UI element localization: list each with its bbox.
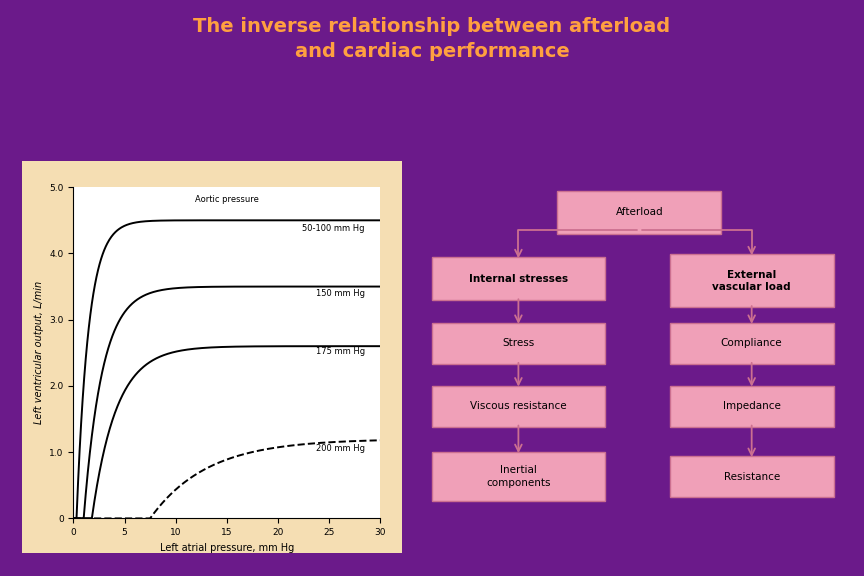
Text: Aortic pressure: Aortic pressure (195, 195, 258, 204)
Text: 50-100 mm Hg: 50-100 mm Hg (302, 223, 365, 233)
Text: Viscous resistance: Viscous resistance (470, 401, 567, 411)
FancyBboxPatch shape (670, 456, 834, 497)
Text: 200 mm Hg: 200 mm Hg (316, 444, 365, 453)
FancyBboxPatch shape (432, 257, 605, 300)
FancyBboxPatch shape (670, 385, 834, 427)
FancyBboxPatch shape (670, 323, 834, 364)
FancyBboxPatch shape (432, 323, 605, 364)
Text: The inverse relationship between afterload
and cardiac performance: The inverse relationship between afterlo… (194, 17, 670, 61)
FancyBboxPatch shape (557, 191, 721, 234)
Text: Resistance: Resistance (723, 472, 780, 482)
FancyBboxPatch shape (432, 385, 605, 427)
FancyBboxPatch shape (670, 255, 834, 307)
Text: External
vascular load: External vascular load (712, 270, 791, 292)
Text: Compliance: Compliance (721, 339, 783, 348)
Text: 175 mm Hg: 175 mm Hg (315, 347, 365, 356)
FancyBboxPatch shape (432, 452, 605, 501)
Text: Internal stresses: Internal stresses (469, 274, 568, 284)
Text: Inertial
components: Inertial components (486, 465, 550, 488)
Y-axis label: Left ventricular output, L/min: Left ventricular output, L/min (34, 281, 44, 425)
Text: Afterload: Afterload (615, 207, 664, 217)
Text: 150 mm Hg: 150 mm Hg (316, 289, 365, 298)
X-axis label: Left atrial pressure, mm Hg: Left atrial pressure, mm Hg (160, 543, 294, 553)
Text: Impedance: Impedance (723, 401, 780, 411)
Text: Stress: Stress (502, 339, 535, 348)
